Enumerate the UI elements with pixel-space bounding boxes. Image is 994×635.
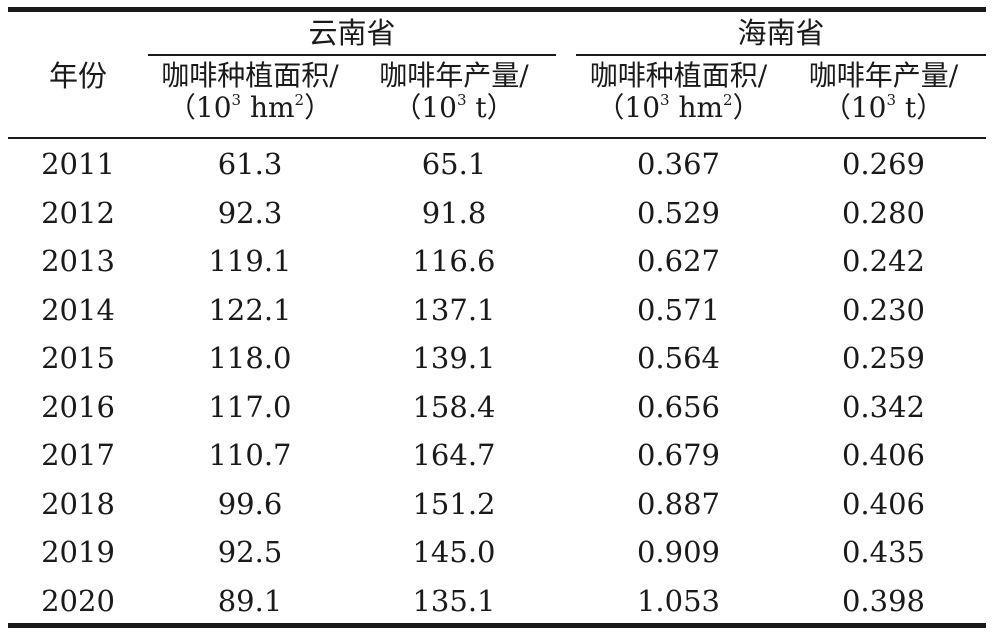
table-row: 2014 122.1 137.1 0.571 0.230 (0, 286, 994, 334)
cell-year: 2013 (41, 244, 115, 278)
table-row: 2012 92.3 91.8 0.529 0.280 (0, 189, 994, 237)
cell-year: 2016 (41, 389, 115, 424)
cell-year: 2017 (41, 438, 115, 472)
cell-yunnan-output: 137.1 (412, 292, 496, 327)
cell-hainan-area: 0.571 (636, 292, 721, 327)
column-header-unit: （103 t） (393, 91, 515, 124)
column-header-label: 咖啡年产量/ (808, 59, 959, 92)
cell-yunnan-output: 135.1 (412, 583, 496, 618)
cell-hainan-output: 0.406 (841, 486, 926, 521)
group-rule-yunnan (148, 54, 556, 56)
cell-yunnan-output: 139.1 (412, 341, 496, 375)
cell-yunnan-output: 158.4 (412, 389, 496, 424)
cell-hainan-output: 0.269 (841, 147, 926, 181)
cell-hainan-output: 0.242 (841, 244, 926, 278)
column-header-unit: （103 hm2） (596, 91, 761, 124)
cell-hainan-output: 0.280 (841, 195, 926, 230)
cell-yunnan-output: 116.6 (412, 244, 496, 278)
table-row: 2015 118.0 139.1 0.564 0.259 (0, 334, 994, 382)
column-header-hainan-area: 咖啡种植面积/ （103 hm2） (576, 60, 781, 124)
cell-hainan-area: 0.367 (636, 147, 721, 181)
column-header-label: 咖啡种植面积/ (161, 59, 339, 92)
cell-yunnan-output: 145.0 (412, 535, 496, 569)
cell-hainan-area: 0.679 (636, 438, 721, 472)
table-row: 2016 117.0 158.4 0.656 0.342 (0, 383, 994, 431)
cell-yunnan-area: 110.7 (208, 438, 292, 472)
cell-hainan-area: 0.909 (636, 535, 721, 569)
cell-yunnan-area: 118.0 (208, 341, 292, 375)
cell-yunnan-output: 151.2 (412, 486, 496, 521)
column-header-yunnan-output: 咖啡年产量/ （103 t） (352, 60, 556, 124)
cell-yunnan-area: 89.1 (217, 583, 283, 618)
cell-hainan-area: 0.887 (636, 486, 721, 521)
cell-hainan-area: 0.627 (636, 244, 721, 278)
cell-yunnan-area: 117.0 (208, 389, 292, 424)
group-header-yunnan: 云南省 (308, 16, 396, 50)
cell-yunnan-area: 92.3 (217, 195, 283, 230)
column-header-hainan-output: 咖啡年产量/ （103 t） (781, 60, 986, 124)
cell-year: 2018 (41, 486, 115, 521)
header-bottom-rule (8, 137, 986, 139)
cell-year: 2014 (41, 292, 115, 327)
cell-yunnan-output: 65.1 (421, 147, 487, 181)
cell-yunnan-area: 61.3 (217, 147, 283, 181)
column-header-label: 咖啡年产量/ (379, 59, 529, 92)
cell-hainan-area: 0.529 (636, 195, 721, 230)
table-row: 2011 61.3 65.1 0.367 0.269 (0, 140, 994, 188)
cell-year: 2019 (41, 535, 115, 569)
cell-year: 2012 (41, 195, 115, 230)
table-bottom-rule (8, 623, 986, 628)
group-header-hainan: 海南省 (737, 16, 825, 50)
table-top-rule (8, 7, 986, 12)
cell-hainan-area: 0.564 (636, 341, 721, 375)
column-header-yunnan-area: 咖啡种植面积/ （103 hm2） (148, 60, 352, 124)
column-header-unit: （103 hm2） (167, 91, 333, 124)
table-row: 2013 119.1 116.6 0.627 0.242 (0, 237, 994, 285)
cell-hainan-output: 0.342 (841, 389, 926, 424)
cell-yunnan-area: 92.5 (217, 535, 283, 569)
table-row: 2019 92.5 145.0 0.909 0.435 (0, 528, 994, 576)
cell-yunnan-area: 122.1 (208, 292, 292, 327)
table-row: 2018 99.6 151.2 0.887 0.406 (0, 480, 994, 528)
cell-year: 2020 (41, 583, 115, 618)
cell-year: 2015 (41, 341, 115, 375)
cell-hainan-output: 0.435 (841, 535, 926, 569)
cell-hainan-area: 0.656 (636, 389, 721, 424)
cell-hainan-output: 0.406 (841, 438, 926, 472)
cell-yunnan-area: 99.6 (217, 486, 283, 521)
cell-hainan-output: 0.398 (841, 583, 926, 618)
cell-yunnan-area: 119.1 (208, 244, 292, 278)
column-header-label: 咖啡种植面积/ (589, 59, 768, 92)
table-row: 2017 110.7 164.7 0.679 0.406 (0, 431, 994, 479)
group-rule-hainan (576, 54, 986, 56)
cell-hainan-output: 0.259 (841, 341, 926, 375)
column-header-unit: （103 t） (822, 91, 945, 124)
year-column-header: 年份 (48, 59, 107, 93)
cell-hainan-area: 1.053 (636, 583, 721, 618)
table-row: 2020 89.1 135.1 1.053 0.398 (0, 577, 994, 625)
cell-yunnan-output: 164.7 (412, 438, 496, 472)
cell-hainan-output: 0.230 (841, 292, 926, 327)
cell-year: 2011 (41, 147, 115, 181)
cell-yunnan-output: 91.8 (421, 195, 487, 230)
